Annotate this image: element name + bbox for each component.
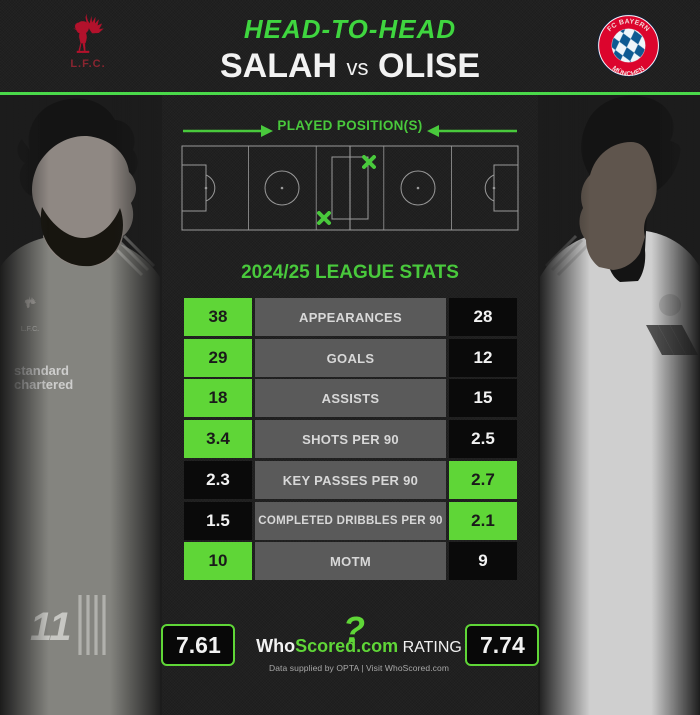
svg-text:?: ? <box>343 616 365 644</box>
